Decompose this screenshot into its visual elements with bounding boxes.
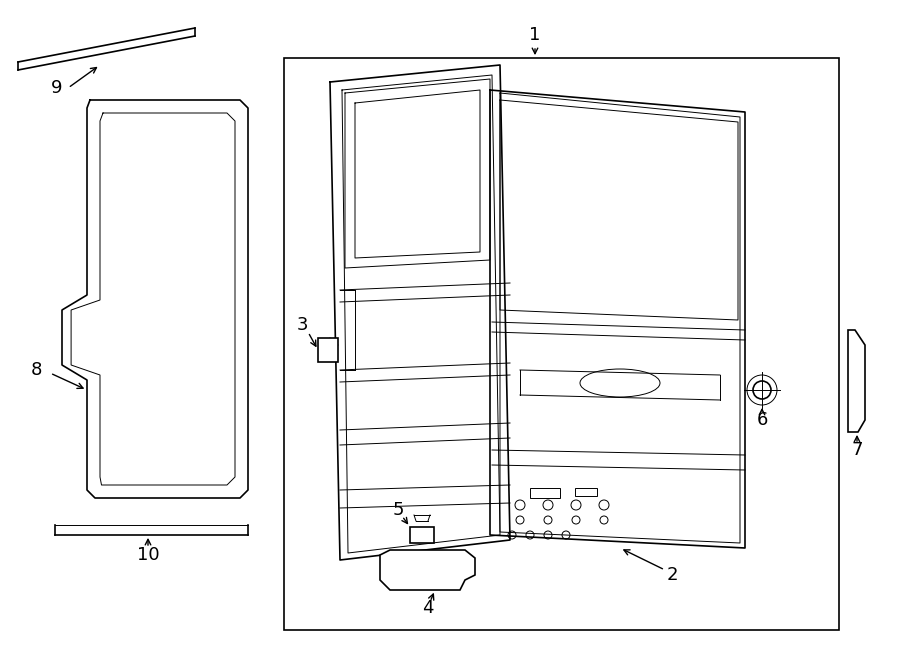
Text: 1: 1 xyxy=(529,26,541,44)
Bar xyxy=(284,58,839,630)
Text: 8: 8 xyxy=(31,361,42,379)
Text: 7: 7 xyxy=(851,441,863,459)
Text: 3: 3 xyxy=(296,316,308,334)
Polygon shape xyxy=(410,527,434,543)
Polygon shape xyxy=(848,330,865,432)
Polygon shape xyxy=(318,338,338,362)
Polygon shape xyxy=(380,550,475,590)
Text: 5: 5 xyxy=(392,501,404,519)
Text: 9: 9 xyxy=(50,79,62,97)
Text: 2: 2 xyxy=(666,566,678,584)
Bar xyxy=(575,488,597,496)
Text: 6: 6 xyxy=(756,411,768,429)
Text: 4: 4 xyxy=(422,599,434,617)
Text: 10: 10 xyxy=(137,546,159,564)
Bar xyxy=(530,488,560,498)
